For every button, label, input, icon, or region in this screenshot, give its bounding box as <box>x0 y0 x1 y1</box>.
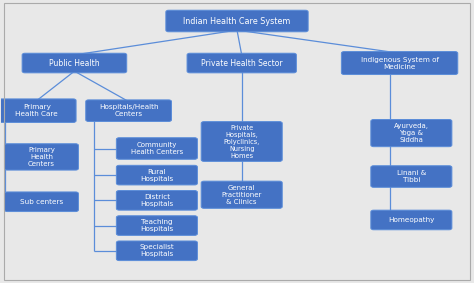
Text: Indian Health Care System: Indian Health Care System <box>183 16 291 25</box>
FancyBboxPatch shape <box>201 122 282 161</box>
FancyBboxPatch shape <box>371 166 452 187</box>
FancyBboxPatch shape <box>341 52 458 74</box>
FancyBboxPatch shape <box>187 53 296 73</box>
Text: Sub centers: Sub centers <box>20 199 63 205</box>
Text: General
Practitioner
& Clinics: General Practitioner & Clinics <box>221 185 262 205</box>
Text: Private Health Sector: Private Health Sector <box>201 59 283 68</box>
Text: District
Hospitals: District Hospitals <box>140 194 173 207</box>
Text: Specialist
Hospitals: Specialist Hospitals <box>139 244 174 257</box>
FancyBboxPatch shape <box>371 210 452 230</box>
Text: Public Health: Public Health <box>49 59 100 68</box>
Text: Indigenous System of
Medicine: Indigenous System of Medicine <box>361 57 438 70</box>
Text: Community
Health Centers: Community Health Centers <box>131 142 183 155</box>
FancyBboxPatch shape <box>371 119 452 147</box>
Text: Linani &
Tibbi: Linani & Tibbi <box>397 170 426 183</box>
FancyBboxPatch shape <box>117 241 197 261</box>
FancyBboxPatch shape <box>22 53 127 73</box>
FancyBboxPatch shape <box>4 192 78 212</box>
FancyBboxPatch shape <box>117 165 197 185</box>
FancyBboxPatch shape <box>117 138 197 159</box>
Text: Teaching
Hospitals: Teaching Hospitals <box>140 219 173 232</box>
Text: Private
Hospitals,
Polyclinics,
Nursing
Homes: Private Hospitals, Polyclinics, Nursing … <box>224 125 260 158</box>
FancyBboxPatch shape <box>117 190 197 210</box>
Text: Hospitals/Health
Centers: Hospitals/Health Centers <box>99 104 158 117</box>
Text: Primary
Health
Centers: Primary Health Centers <box>28 147 55 167</box>
FancyBboxPatch shape <box>0 99 76 123</box>
Text: Ayurveda,
Yoga &
Siddha: Ayurveda, Yoga & Siddha <box>394 123 429 143</box>
Text: Primary
Health Care: Primary Health Care <box>15 104 58 117</box>
FancyBboxPatch shape <box>117 216 197 235</box>
FancyBboxPatch shape <box>201 181 282 208</box>
FancyBboxPatch shape <box>86 100 172 121</box>
Text: Rural
Hospitals: Rural Hospitals <box>140 169 173 182</box>
FancyBboxPatch shape <box>166 10 308 32</box>
Text: Homeopathy: Homeopathy <box>388 217 435 223</box>
FancyBboxPatch shape <box>4 144 78 170</box>
